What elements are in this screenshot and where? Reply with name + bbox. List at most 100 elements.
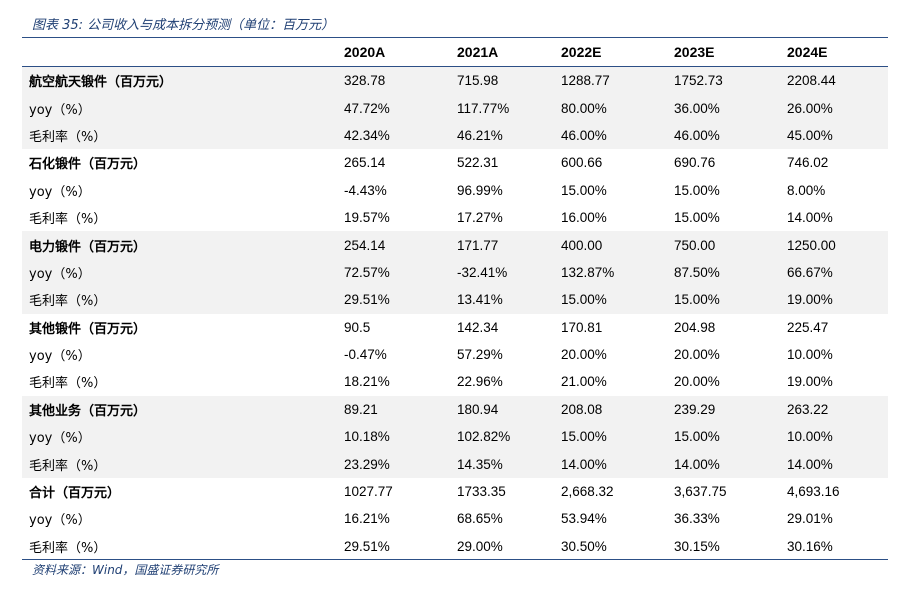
source-note: 资料来源：Wind，国盛证券研究所 xyxy=(32,563,219,577)
value-cell: 1752.73 xyxy=(674,66,787,95)
value-cell: 4,693.16 xyxy=(787,484,840,500)
value-cell: 263.22 xyxy=(787,395,888,424)
header-cell: 2023E xyxy=(674,44,715,60)
value-cell: 142.34 xyxy=(457,319,499,335)
value-cell: 15.00% xyxy=(561,182,607,198)
value-cell: 96.99% xyxy=(457,182,503,198)
row-label: yoy（%） xyxy=(29,513,91,529)
value-cell: 1250.00 xyxy=(787,231,888,259)
value-cell: 15.00% xyxy=(674,423,787,451)
value-cell: 68.65% xyxy=(457,511,503,527)
value-cell: 2,668.32 xyxy=(561,484,614,500)
value-cell: 29.01% xyxy=(787,511,833,527)
value-cell: 21.00% xyxy=(561,374,607,390)
value-cell: 3,637.75 xyxy=(674,484,727,500)
value-cell: 20.00% xyxy=(674,374,720,390)
table-row: yoy（%） 72.57% -32.41% 132.87% 87.50% 66.67% xyxy=(22,258,888,287)
value-cell: 208.08 xyxy=(561,395,674,424)
value-cell: 225.47 xyxy=(787,319,829,335)
value-cell: 171.77 xyxy=(457,231,561,259)
value-cell: 15.00% xyxy=(674,182,720,198)
table-row: yoy（%） 10.18% 102.82% 15.00% 15.00% 10.00% xyxy=(22,423,888,451)
value-cell: 20.00% xyxy=(674,347,720,363)
top-rule xyxy=(22,37,888,38)
value-cell: 15.00% xyxy=(561,423,674,451)
table-row: yoy（%） 47.72% 117.77% 80.00% 36.00% 26.00% xyxy=(22,94,888,122)
value-cell: 522.31 xyxy=(457,155,499,171)
table-row: 其他锻件（百万元） 90.5 142.34 170.81 204.98 225.47 xyxy=(22,314,888,341)
value-cell: 72.57% xyxy=(344,258,457,287)
header-cell: 2020A xyxy=(344,44,386,60)
value-cell: 87.50% xyxy=(674,258,787,287)
table-row: yoy（%） -4.43% 96.99% 15.00% 15.00% 8.00% xyxy=(22,177,888,204)
value-cell: 29.51% xyxy=(344,286,457,314)
value-cell: 57.29% xyxy=(457,347,503,363)
value-cell: 16.00% xyxy=(561,210,607,226)
value-cell: 102.82% xyxy=(457,423,561,451)
value-cell: 16.21% xyxy=(344,511,390,527)
table-row: 毛利率（%） 42.34% 46.21% 46.00% 46.00% 45.00% xyxy=(22,121,888,150)
value-cell: 47.72% xyxy=(344,94,457,122)
table-row: 毛利率（%） 18.21% 22.96% 21.00% 20.00% 19.00% xyxy=(22,368,888,395)
value-cell: 14.00% xyxy=(787,450,888,478)
value-cell: 45.00% xyxy=(787,121,888,150)
value-cell: 600.66 xyxy=(561,155,603,171)
value-cell: 22.96% xyxy=(457,374,503,390)
table-row: 毛利率（%） 19.57% 17.27% 16.00% 15.00% 14.00% xyxy=(22,204,888,231)
row-label: 石化锻件（百万元） xyxy=(29,157,147,173)
value-cell: 1027.77 xyxy=(344,484,393,500)
value-cell: 36.33% xyxy=(674,511,720,527)
header-cell xyxy=(22,38,344,67)
value-cell: 1288.77 xyxy=(561,66,674,95)
value-cell: 10.00% xyxy=(787,347,833,363)
value-cell: 180.94 xyxy=(457,395,561,424)
value-cell: 715.98 xyxy=(457,66,561,95)
table-row: 电力锻件（百万元） 254.14 171.77 400.00 750.00 1250.00 xyxy=(22,231,888,259)
table-row: 石化锻件（百万元） 265.14 522.31 600.66 690.76 746.02 xyxy=(22,149,888,176)
value-cell: 117.77% xyxy=(457,94,561,122)
value-cell: 26.00% xyxy=(787,94,888,122)
row-label: 毛利率（%） xyxy=(22,450,344,478)
value-cell: 23.29% xyxy=(344,450,457,478)
value-cell: 14.00% xyxy=(674,450,787,478)
value-cell: 400.00 xyxy=(561,231,674,259)
row-label: yoy（%） xyxy=(29,184,91,200)
value-cell: 80.00% xyxy=(561,94,674,122)
value-cell: 36.00% xyxy=(674,94,787,122)
value-cell: 14.35% xyxy=(457,450,561,478)
value-cell: -4.43% xyxy=(344,182,387,198)
value-cell: 30.16% xyxy=(787,538,833,554)
table-row: 毛利率（%） 29.51% 29.00% 30.50% 30.15% 30.16% xyxy=(22,533,888,560)
header-cell: 2021A xyxy=(457,44,499,60)
row-label: 毛利率（%） xyxy=(29,376,107,392)
row-label: 毛利率（%） xyxy=(29,540,107,556)
row-label: 毛利率（%） xyxy=(22,286,344,314)
row-label: 毛利率（%） xyxy=(22,121,344,150)
header-cell: 2024E xyxy=(787,44,828,60)
row-label: 合计（百万元） xyxy=(29,486,121,502)
value-cell: 17.27% xyxy=(457,210,503,226)
value-cell: 746.02 xyxy=(787,155,829,171)
table-row: 其他业务（百万元） 89.21 180.94 208.08 239.29 263.22 xyxy=(22,395,888,424)
header-cell: 2022E xyxy=(561,44,602,60)
table-row: yoy（%） 16.21% 68.65% 53.94% 36.33% 29.01% xyxy=(22,505,888,532)
value-cell: 14.00% xyxy=(561,450,674,478)
value-cell: 254.14 xyxy=(344,231,457,259)
value-cell: 10.18% xyxy=(344,423,457,451)
table-row: 毛利率（%） 23.29% 14.35% 14.00% 14.00% 14.00% xyxy=(22,450,888,478)
value-cell: 2208.44 xyxy=(787,66,888,95)
value-cell: 20.00% xyxy=(561,347,607,363)
value-cell: 328.78 xyxy=(344,66,457,95)
value-cell: 1733.35 xyxy=(457,484,506,500)
row-label: yoy（%） xyxy=(22,423,344,451)
value-cell: 239.29 xyxy=(674,395,787,424)
row-label: yoy（%） xyxy=(22,94,344,122)
row-label: yoy（%） xyxy=(22,258,344,287)
value-cell: 18.21% xyxy=(344,374,390,390)
value-cell: 15.00% xyxy=(561,286,674,314)
row-label: 其他锻件（百万元） xyxy=(29,321,147,337)
value-cell: 750.00 xyxy=(674,231,787,259)
value-cell: 132.87% xyxy=(561,258,674,287)
row-label: 毛利率（%） xyxy=(29,212,107,228)
header-row: 2020A 2021A 2022E 2023E 2024E xyxy=(22,38,888,67)
